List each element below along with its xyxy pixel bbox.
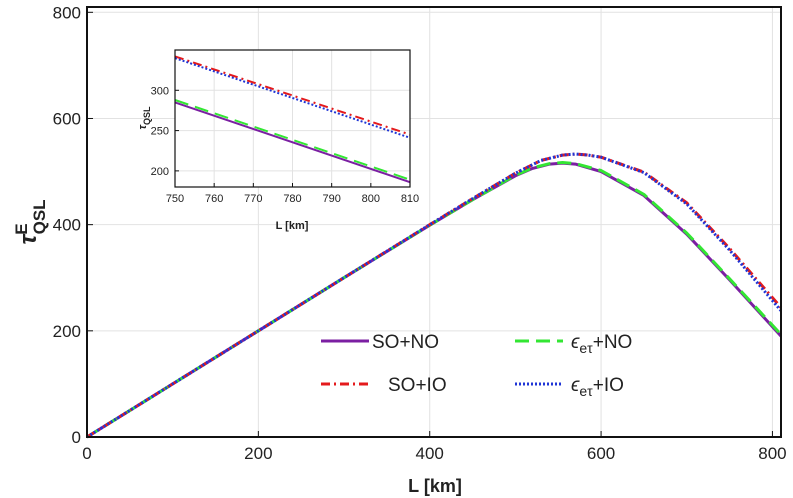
main-x-tick-label: 800 (758, 444, 786, 463)
inset-y-axis-label: τQSL (137, 106, 152, 130)
main-y-tick-label: 600 (53, 109, 81, 128)
legend-label-text: +NO (593, 332, 633, 353)
main-series-line (86, 152, 783, 439)
inset-plot: 750 760 770 780 790 800 810 200 250 300 L [km] τQSL (137, 49, 419, 232)
y-axis-label: τEQSL (12, 199, 49, 244)
inset-x-tick-label: 770 (244, 193, 262, 205)
x-axis-label: L [km] (408, 476, 462, 496)
main-x-tick-label: 600 (587, 444, 615, 463)
inset-y-tick-label: 250 (151, 126, 169, 138)
main-x-tick-label: 0 (82, 444, 91, 463)
main-x-tick-label: 400 (416, 444, 444, 463)
inset-x-tick-label: 800 (362, 193, 380, 205)
inset-y-tick-label: 300 (151, 85, 169, 97)
legend-label: SO+NO (372, 332, 439, 353)
main-y-tick-label: 0 (72, 428, 81, 447)
inset-x-axis-label: L [km] (276, 220, 309, 232)
inset-series-line (174, 101, 411, 184)
legend-label-text: +IO (593, 375, 624, 396)
legend-label-symbol: ϵ (571, 375, 580, 396)
legend-label-subscript: eτ (579, 340, 593, 356)
legend-label-symbol: ϵ (571, 332, 580, 353)
inset-x-tick-label: 810 (401, 193, 419, 205)
main-y-tick-label: 800 (53, 3, 81, 22)
inset-y-axis-label-symbol: τ (137, 125, 149, 130)
inset-x-tick-label: 780 (283, 193, 301, 205)
inset-x-tick-label: 750 (166, 193, 184, 205)
main-y-tick-label: 200 (53, 322, 81, 341)
inset-series-line (174, 57, 411, 139)
inset-x-tick-label: 760 (205, 193, 223, 205)
y-axis-label-superscript: E (12, 223, 31, 234)
inset-series-line (174, 55, 411, 136)
main-plot-frame (86, 6, 782, 438)
legend-label: ϵeτ+NO (571, 332, 632, 356)
inset-y-tick-label: 200 (151, 166, 169, 178)
main-y-tick-label: 400 (53, 216, 81, 235)
inset-x-tick-label: 790 (322, 193, 340, 205)
legend-label: ϵeτ+IO (571, 375, 624, 399)
y-axis-label-subscript: QSL (30, 199, 49, 234)
main-x-tick-label: 200 (244, 444, 272, 463)
inset-y-axis-label-subscript: QSL (142, 106, 152, 125)
legend-label-subscript: eτ (579, 383, 593, 399)
legend-label: SO+IO (388, 375, 447, 396)
y-axis-label-symbol: τ (15, 234, 42, 245)
